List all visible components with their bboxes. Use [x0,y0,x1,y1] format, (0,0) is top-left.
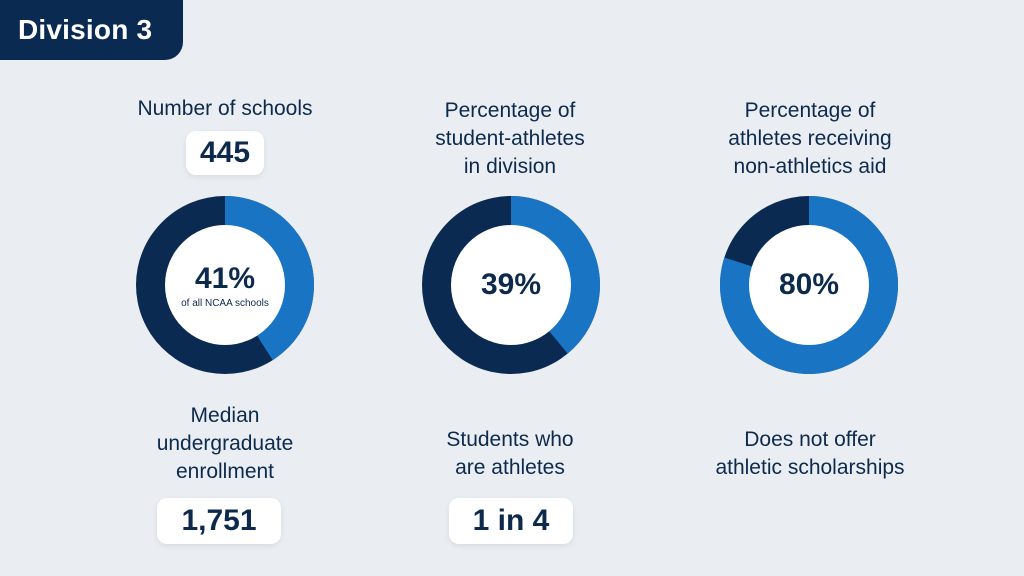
percentage-student-athletes-label: Percentage of student-athletes in divisi… [435,99,585,178]
donut-student-athletes: 39% [422,196,600,374]
donut-svg [136,196,314,374]
donut-non-athletics-aid: 80% [720,196,898,374]
donut-center [451,225,571,345]
students-athletes-value: 1 in 4 [449,498,573,544]
division-title: Division 3 [18,14,153,45]
students-athletes-label: Students who are athletes [446,428,574,479]
number-of-schools-value: 445 [186,131,264,175]
donut-center [749,225,869,345]
donut-svg [720,196,898,374]
division-title-tab: Division 3 [0,0,183,60]
donut-center [165,225,285,345]
number-of-schools-label: Number of schools [137,97,313,120]
median-enrollment-label: Median undergraduate enrollment [156,404,294,483]
no-athletic-scholarships-label: Does not offer athletic scholarships [715,428,905,479]
percentage-aid-label: Percentage of athletes receiving non-ath… [728,99,892,178]
donut-svg [422,196,600,374]
median-enrollment-value: 1,751 [157,498,281,544]
donut-ncaa-schools: 41% of all NCAA schools [136,196,314,374]
